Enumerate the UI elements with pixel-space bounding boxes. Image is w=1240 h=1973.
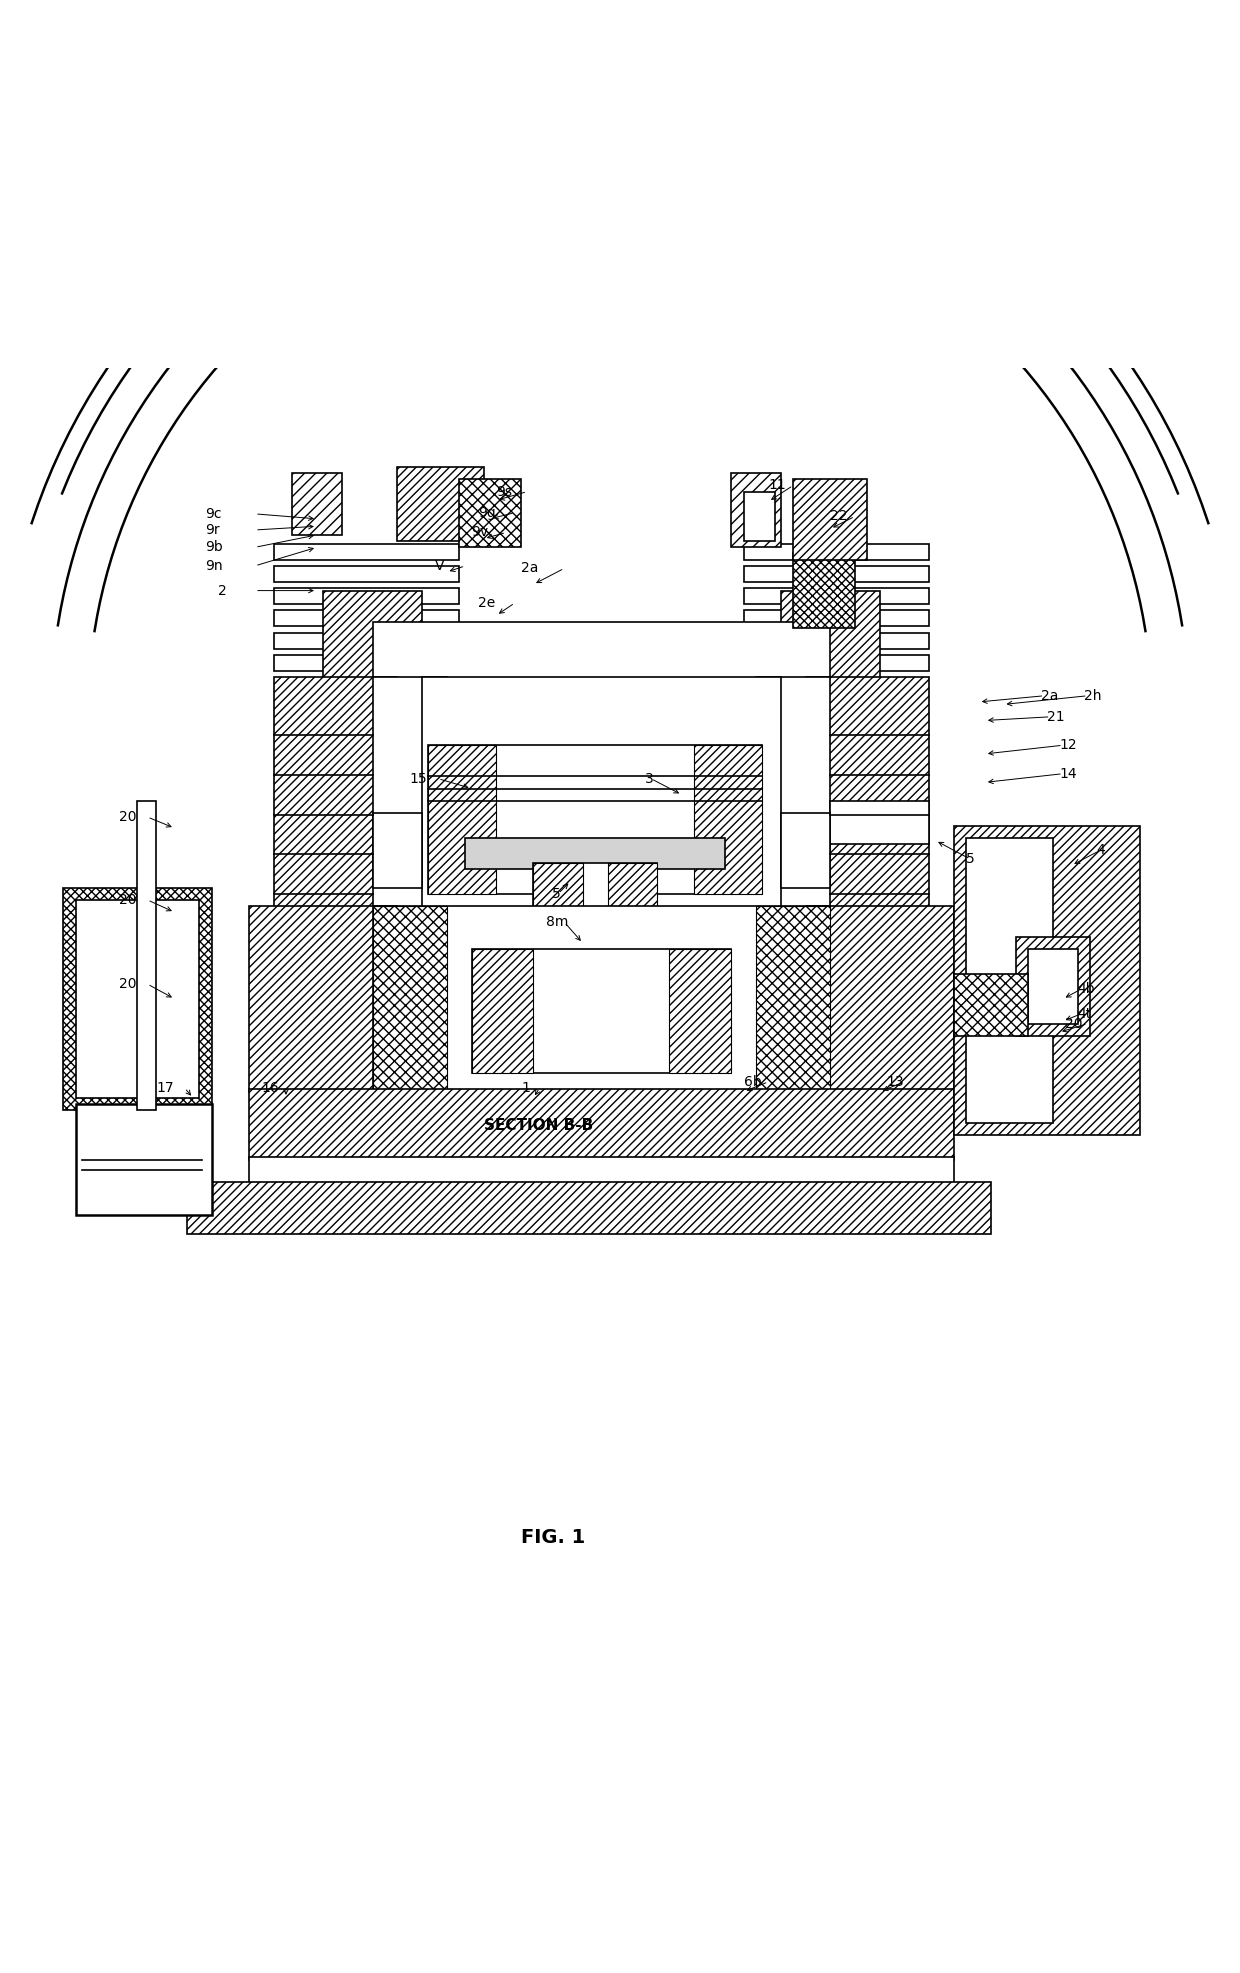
Text: 14: 14 (1059, 767, 1076, 781)
Bar (954, 975, 1028, 1036)
Text: 20: 20 (1065, 1016, 1083, 1030)
Bar (76, 900, 200, 1097)
Bar (794, 554, 856, 627)
Bar (744, 633, 929, 649)
Text: 1: 1 (521, 1081, 529, 1095)
Text: 13: 13 (887, 1075, 904, 1089)
Bar (274, 655, 459, 671)
Bar (428, 746, 496, 894)
Bar (422, 677, 781, 912)
Bar (76, 1105, 212, 1215)
Bar (533, 862, 657, 1061)
Bar (274, 588, 459, 604)
Bar (249, 1158, 954, 1184)
Text: 4b: 4b (1078, 983, 1095, 996)
Bar (756, 906, 831, 1091)
Bar (465, 839, 725, 868)
Bar (966, 839, 1053, 1123)
Bar (274, 677, 397, 912)
Bar (274, 566, 459, 582)
Bar (372, 621, 831, 714)
Bar (372, 677, 446, 912)
Bar (732, 474, 781, 547)
Bar (694, 746, 763, 894)
Bar (459, 479, 521, 547)
Bar (471, 949, 533, 1073)
Text: 8m: 8m (546, 915, 568, 929)
Text: 4t: 4t (1078, 1006, 1092, 1020)
Bar (249, 1089, 954, 1160)
Bar (954, 825, 1140, 1134)
Bar (1028, 949, 1078, 1024)
Bar (249, 906, 397, 1091)
Bar (831, 801, 929, 844)
Bar (670, 949, 732, 1073)
Bar (274, 545, 459, 560)
Text: 9b: 9b (206, 541, 223, 554)
Text: 9c: 9c (206, 507, 222, 521)
Text: 4: 4 (1096, 842, 1105, 858)
Bar (274, 610, 459, 627)
Text: 2a: 2a (1040, 689, 1058, 702)
Text: 20: 20 (119, 894, 136, 908)
Bar (63, 888, 212, 1111)
Text: 20: 20 (119, 977, 136, 990)
Bar (471, 949, 732, 1073)
Bar (744, 566, 929, 582)
Bar (372, 813, 422, 888)
Text: 5: 5 (552, 886, 560, 902)
Bar (372, 906, 831, 1091)
Bar (324, 590, 422, 683)
Bar (744, 610, 929, 627)
Text: V: V (434, 558, 444, 572)
Bar (397, 468, 484, 541)
Bar (138, 801, 156, 1111)
Text: 2: 2 (218, 584, 227, 598)
Text: FIG. 1: FIG. 1 (521, 1527, 585, 1547)
Bar (794, 479, 868, 560)
Bar (274, 633, 459, 649)
Text: 9v: 9v (471, 525, 489, 539)
Text: 6b: 6b (744, 1075, 761, 1089)
Bar (1016, 937, 1090, 1036)
Bar (781, 813, 831, 888)
Text: 9r: 9r (206, 523, 221, 537)
Text: SECTION B-B: SECTION B-B (484, 1117, 593, 1133)
Text: 2e: 2e (477, 596, 495, 610)
Text: 9s: 9s (496, 485, 512, 499)
Text: 12: 12 (1059, 738, 1076, 752)
Bar (744, 655, 929, 671)
Text: 16: 16 (262, 1081, 279, 1095)
Text: 21: 21 (1047, 710, 1064, 724)
Bar (744, 588, 929, 604)
Bar (781, 590, 880, 683)
Bar (533, 862, 583, 1061)
Text: 9g: 9g (477, 505, 496, 519)
Text: 17: 17 (156, 1081, 174, 1095)
Bar (806, 677, 929, 912)
Bar (756, 677, 831, 912)
Text: 9n: 9n (206, 558, 223, 572)
Bar (744, 545, 929, 560)
Text: 3: 3 (645, 771, 653, 785)
Text: 5: 5 (966, 852, 975, 866)
Bar (806, 906, 954, 1091)
Bar (372, 906, 446, 1091)
Text: 2a: 2a (521, 562, 538, 576)
Bar (608, 862, 657, 1061)
Bar (293, 474, 342, 535)
Bar (187, 1182, 991, 1233)
Text: 11: 11 (769, 477, 786, 493)
Circle shape (564, 981, 626, 1042)
Text: 22: 22 (831, 509, 848, 523)
Text: 2h: 2h (1084, 689, 1101, 702)
Bar (428, 746, 763, 894)
Text: 15: 15 (409, 771, 428, 785)
Text: 20: 20 (119, 811, 136, 825)
Bar (744, 491, 775, 541)
